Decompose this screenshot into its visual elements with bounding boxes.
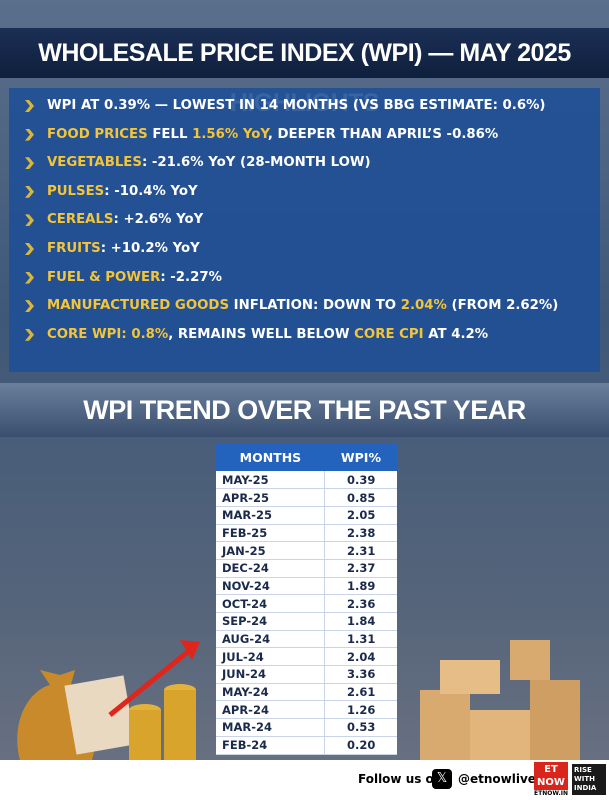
highlight-text: VEGETABLES [47, 155, 142, 171]
highlight-text: CORE CPI [354, 326, 424, 342]
decoration [17, 640, 580, 760]
highlight-item: CEREALS: +2.6% YoY [21, 210, 600, 230]
highlight-item: PULSES: -10.4% YoY [21, 182, 600, 202]
highlight-item: CORE WPI: 0.8%, REMAINS WELL BELOW CORE … [21, 325, 600, 345]
table-row: APR-24 1.26 [216, 700, 397, 720]
table-row: MAR-25 2.05 [216, 506, 397, 525]
month: MAR-25 [216, 506, 325, 525]
table-row: FEB-25 2.38 [216, 524, 397, 543]
table-row: MAR-24 0.53 [216, 718, 397, 737]
wpi-value: 0.85 [324, 488, 397, 507]
highlight-text: FRUITS [47, 240, 101, 256]
table-row: FEB-24 0.20 [216, 736, 397, 755]
highlight-text: PULSES [47, 183, 105, 199]
handle[interactable]: @etnowlive [458, 772, 536, 786]
table-row: DEC-24 2.37 [216, 559, 397, 578]
wpi-value: 2.04 [324, 647, 397, 667]
wpi-value: 1.31 [324, 630, 397, 649]
month: FEB-25 [216, 524, 325, 543]
highlight-text: FOOD PRICES [47, 126, 148, 142]
highlight-text: 1.56% YoY [192, 126, 268, 142]
table-row: OCT-24 2.36 [216, 594, 397, 613]
month: JUN-24 [216, 665, 325, 684]
highlight-text: FELL [147, 126, 193, 142]
highlight-text: CEREALS [47, 212, 114, 228]
column-header: WPI% [324, 444, 397, 471]
highlight-item: VEGETABLES: -21.6% YoY (28-MONTH LOW) [21, 153, 600, 173]
wpi-value: 0.20 [324, 736, 397, 755]
wpi-value: 1.89 [324, 577, 397, 596]
highlight-item: FRUITS: +10.2% YoY [21, 239, 600, 259]
footer: Follow us on 𝕏 @etnowlive ET NOW ETNOW.I… [0, 760, 609, 800]
wpi-table: MONTHS WPI% MAY-25 0.39 APR-25 0.85 MAR-25 2.0… [216, 444, 397, 755]
x-icon[interactable]: 𝕏 [432, 769, 452, 789]
wpi-value: 1.26 [324, 700, 397, 720]
month: JUL-24 [216, 647, 325, 667]
highlight-text: : -10.4% YoY [104, 183, 198, 199]
table-row: JUL-24 2.04 [216, 647, 397, 667]
wpi-value: 2.05 [324, 506, 397, 525]
month: OCT-24 [216, 594, 325, 613]
month: SEP-24 [216, 612, 325, 631]
site: ETNOW.IN [534, 790, 568, 797]
month: MAY-24 [216, 683, 325, 702]
highlight-text: AT 4.2% [423, 326, 489, 342]
highlight-item: WPI AT 0.39% — LOWEST IN 14 MONTHS (VS B… [21, 96, 600, 116]
wpi-value: 0.39 [324, 471, 397, 490]
month: FEB-24 [216, 736, 325, 755]
wpi-value: 0.53 [324, 718, 397, 737]
table-row: AUG-24 1.31 [216, 630, 397, 649]
month: DEC-24 [216, 559, 325, 578]
table-row: SEP-24 1.84 [216, 612, 397, 631]
highlight-text: : -2.27% [160, 269, 222, 285]
table-row: MAY-25 0.39 [216, 471, 397, 490]
highlight-text: INFLATION: DOWN TO [229, 298, 401, 314]
wpi-value: 1.84 [324, 612, 397, 631]
highlight-item: FUEL & POWER: -2.27% [21, 268, 600, 288]
month: JAN-25 [216, 541, 325, 560]
table-row: APR-25 0.85 [216, 488, 397, 507]
month: APR-24 [216, 700, 325, 720]
month: MAR-24 [216, 718, 325, 737]
highlight-text: , REMAINS WELL BELOW [168, 326, 355, 342]
column-header: MONTHS [216, 444, 325, 471]
highlights-panel: WPI AT 0.39% — LOWEST IN 14 MONTHS (VS B… [9, 88, 600, 372]
highlight-text: MANUFACTURED GOODS [47, 298, 230, 314]
highlight-text: : -21.6% YoY (28-MONTH LOW) [141, 155, 371, 171]
header-title: WHOLESALE PRICE INDEX (WPI) — MAY 2025 H… [0, 28, 609, 117]
highlight-item: FOOD PRICES FELL 1.56% YoY, DEEPER THAN … [21, 125, 600, 145]
highlight-text: FUEL & POWER [47, 269, 161, 285]
highlight-text: WPI AT 0.39% — LOWEST IN 14 MONTHS (VS B… [47, 98, 546, 113]
wpi-value: 2.31 [324, 541, 397, 560]
wpi-value: 2.37 [324, 559, 397, 578]
wpi-value: 3.36 [324, 665, 397, 684]
tagline: RISE WITH INDIA [572, 764, 606, 795]
month: APR-25 [216, 488, 325, 507]
highlight-text: (FROM 2.62%) [446, 298, 559, 314]
month: AUG-24 [216, 630, 325, 649]
table-row: JAN-25 2.31 [216, 541, 397, 560]
highlight-text: , DEEPER THAN APRIL’S -0.86% [267, 126, 499, 142]
table-row: NOV-24 1.89 [216, 577, 397, 596]
highlight-text: : +2.6% YoY [113, 212, 204, 228]
table-row: JUN-24 3.36 [216, 665, 397, 684]
follow-text: Follow us on [358, 772, 443, 786]
wpi-value: 2.61 [324, 683, 397, 702]
month: NOV-24 [216, 577, 325, 596]
section-title: WPI TREND OVER THE PAST YEAR [0, 383, 609, 437]
highlight-text: 2.04% [400, 298, 447, 314]
month: MAY-25 [216, 471, 325, 490]
table-row: MAY-24 2.61 [216, 683, 397, 702]
wpi-value: 2.36 [324, 594, 397, 613]
wpi-value: 2.38 [324, 524, 397, 543]
logo: ET NOW [534, 762, 568, 790]
highlight-item: MANUFACTURED GOODS INFLATION: DOWN TO 2.… [21, 296, 600, 316]
highlight-text: CORE WPI: 0.8% [47, 326, 169, 342]
highlight-text: : +10.2% YoY [100, 240, 200, 256]
